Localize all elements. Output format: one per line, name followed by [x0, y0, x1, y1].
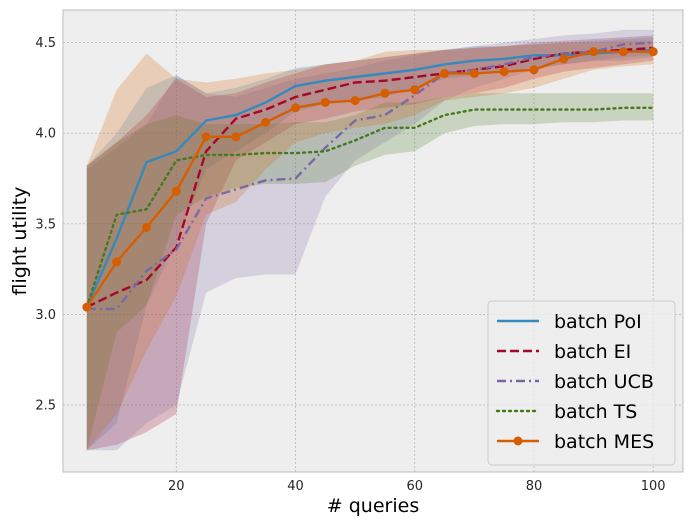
y-axis-label: flight utility: [9, 187, 31, 296]
series-markers: [82, 47, 658, 312]
x-tick-label: 40: [287, 479, 304, 494]
band-batch-mes: [86, 40, 654, 451]
point-batch-mes: [291, 103, 300, 113]
band-batch-ei: [86, 35, 654, 451]
point-batch-mes: [380, 88, 390, 98]
point-batch-mes: [112, 257, 122, 267]
point-batch-mes: [261, 117, 271, 127]
legend-label-batch-ts: batch TS: [554, 401, 637, 423]
point-batch-mes: [499, 67, 509, 77]
legend-label-batch-ei: batch EI: [554, 341, 631, 363]
point-batch-mes: [231, 132, 241, 142]
y-tick-label: 2.5: [35, 398, 56, 413]
legend-label-batch-poi: batch PoI: [554, 311, 642, 333]
legend-marker-batch-mes: [513, 436, 523, 446]
band-batch-ucb: [86, 29, 654, 451]
x-tick-label: 100: [641, 479, 666, 494]
legend-box: [487, 300, 676, 466]
x-axis-label: # queries: [327, 495, 419, 517]
x-tick-label: 80: [526, 479, 543, 494]
point-batch-mes: [201, 132, 211, 142]
x-axis-ticks: 20 40 60 80 100: [168, 479, 666, 494]
line-batch-ts: [85, 106, 655, 309]
x-tick-label: 60: [406, 479, 423, 494]
y-tick-label: 3.5: [35, 217, 56, 232]
y-axis-ticks: 2.5 3.0 3.5 4.0 4.5: [35, 36, 56, 413]
point-batch-mes: [320, 97, 330, 107]
band-batch-poi: [86, 37, 654, 451]
point-batch-mes: [440, 68, 450, 78]
x-tick-label: 20: [168, 479, 185, 494]
point-batch-mes: [82, 302, 92, 312]
y-tick-label: 3.0: [35, 308, 56, 323]
legend-label-batch-mes: batch MES: [554, 431, 654, 453]
point-batch-mes: [618, 47, 628, 57]
point-batch-mes: [529, 65, 539, 75]
point-batch-mes: [141, 222, 151, 232]
band-batch-ts: [86, 93, 654, 451]
y-tick-label: 4.0: [35, 127, 56, 142]
y-tick-label: 4.5: [35, 36, 56, 51]
point-batch-mes: [171, 186, 181, 196]
line-batch-ei: [86, 46, 654, 309]
series-lines: [85, 41, 655, 311]
point-batch-mes: [648, 47, 658, 57]
point-batch-mes: [350, 96, 360, 106]
point-batch-mes: [469, 68, 479, 78]
point-batch-mes: [559, 54, 569, 64]
line-batch-ucb: [86, 41, 654, 311]
point-batch-mes: [410, 85, 420, 95]
confidence-bands: [86, 29, 654, 451]
legend: batch PoI batch EI batch UCB batch TS batch …: [487, 300, 676, 466]
legend-label-batch-ucb: batch UCB: [554, 371, 654, 393]
point-batch-mes: [589, 47, 599, 57]
line-batch-mes: [85, 50, 654, 308]
